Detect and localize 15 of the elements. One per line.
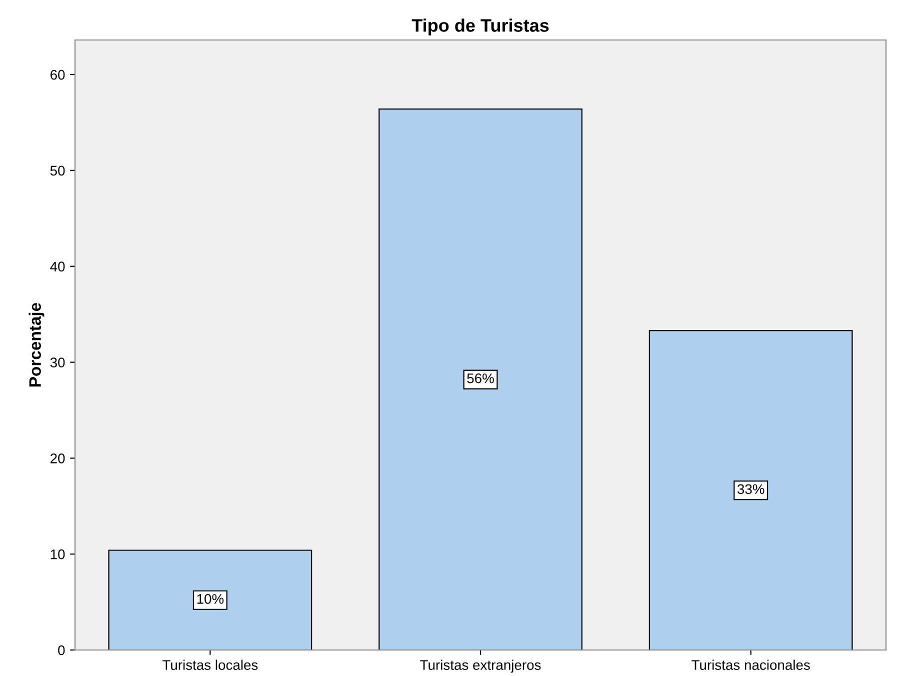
data-label: 33% (737, 484, 764, 494)
y-tick-label: 10 (50, 549, 65, 560)
y-tick-label: 30 (50, 358, 65, 368)
y-tick-label: 40 (50, 262, 65, 272)
chart-title: Tipo de Turistas (412, 18, 549, 36)
x-tick-label: Turistas locales (162, 660, 258, 670)
y-tick-label: 50 (50, 166, 65, 176)
y-tick-label: 0 (58, 645, 65, 656)
data-label: 10% (197, 594, 224, 604)
data-label: 56% (467, 373, 494, 384)
x-tick-label: Turistas extranjeros (420, 660, 541, 673)
y-axis-title: Porcentaje (28, 302, 44, 386)
y-tick-label: 60 (50, 70, 65, 80)
y-tick-label: 20 (50, 454, 65, 464)
x-tick-label: Turistas nacionales (692, 660, 810, 670)
